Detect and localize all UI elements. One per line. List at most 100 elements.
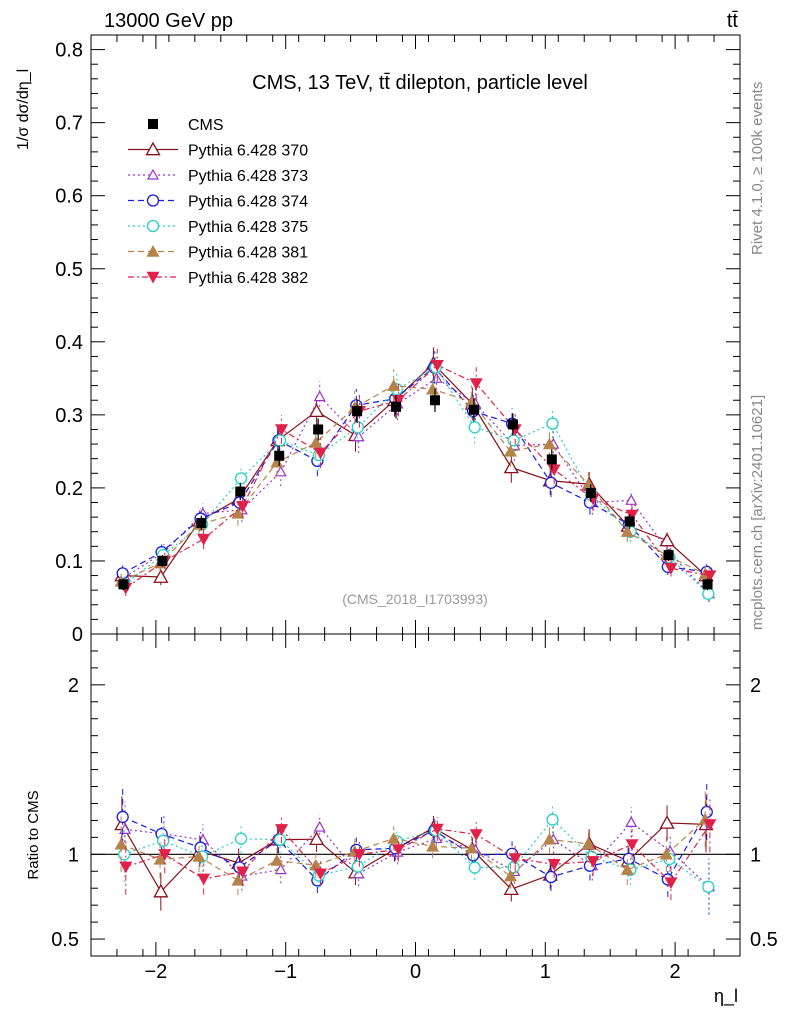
watermark: (CMS_2018_I1703993) <box>342 591 488 607</box>
series-marker <box>234 832 248 845</box>
series-marker <box>197 873 211 886</box>
series-marker <box>703 570 717 583</box>
series-marker <box>114 837 128 850</box>
series-line <box>125 364 710 589</box>
series-marker <box>703 819 717 831</box>
series-marker <box>146 219 160 233</box>
series-marker <box>547 859 561 871</box>
ratio-tick-label: 0.5 <box>51 929 79 951</box>
y-tick-label: 0.8 <box>55 40 83 62</box>
series-marker <box>145 141 161 156</box>
legend-label: Pythia 6.428 381 <box>188 245 308 262</box>
series-marker <box>468 421 481 434</box>
series-marker <box>116 810 129 824</box>
process-label: tt̄ <box>727 10 739 32</box>
series-marker <box>197 533 211 546</box>
series-marker <box>116 567 129 580</box>
data-marker <box>585 488 596 499</box>
legend-label-cms: CMS <box>188 117 224 134</box>
series-4 <box>118 351 715 603</box>
series-marker <box>620 525 634 537</box>
ratio-axes: 0.5 0.5 1 1 2 2 <box>51 650 778 951</box>
legend-entry-2 <box>128 168 178 180</box>
x-tick-label: −2 <box>144 961 167 983</box>
ratio-series-line <box>124 821 710 888</box>
y-tick-label: 0.3 <box>55 405 83 427</box>
series-marker <box>146 194 160 207</box>
series-marker <box>153 569 169 583</box>
data-marker <box>507 419 518 430</box>
x-axis: −2 −1 0 1 2 <box>90 35 741 983</box>
y-tick-label: 0.2 <box>55 478 83 500</box>
series-marker <box>542 437 556 450</box>
ratio-series-line <box>121 822 707 893</box>
series-5 <box>114 369 712 590</box>
series-marker <box>625 816 638 828</box>
legend-entry-6 <box>128 271 178 284</box>
legend-entry-4 <box>128 219 178 233</box>
energy-label: 13000 GeV pp <box>104 10 233 32</box>
series-marker <box>387 832 401 844</box>
data-marker <box>157 555 168 566</box>
series-marker <box>119 861 133 874</box>
series-marker <box>146 168 160 180</box>
series-marker <box>313 390 326 402</box>
data-marker <box>624 516 635 527</box>
series-6 <box>119 348 717 597</box>
series-marker <box>352 430 365 442</box>
series-marker <box>547 464 561 477</box>
series-2 <box>118 361 716 603</box>
series-marker <box>664 563 678 575</box>
series-marker <box>544 870 558 884</box>
series-line <box>124 377 710 595</box>
series-marker <box>542 832 556 845</box>
series-marker <box>430 359 444 372</box>
data-marker <box>235 486 246 497</box>
ratio-tick-label: 1 <box>68 844 79 866</box>
data-marker <box>663 550 674 561</box>
series-marker <box>469 378 483 390</box>
series-marker <box>313 447 327 460</box>
series-marker <box>275 824 289 836</box>
series-marker <box>270 455 284 468</box>
series-marker <box>309 858 323 871</box>
series-marker <box>430 823 444 836</box>
series-marker <box>236 866 250 879</box>
series-marker <box>153 852 167 865</box>
series-marker <box>468 861 481 874</box>
ratio-series-line <box>120 818 706 882</box>
ratio-series-line <box>122 811 708 882</box>
cms-data <box>118 388 713 591</box>
legend: CMS Pythia 6.428 370 Pythia 6.428 373 Pythi… <box>128 117 308 287</box>
series-marker <box>625 509 639 522</box>
ratio-plot-frame <box>90 633 741 957</box>
y-tick-label: 0 <box>72 624 83 646</box>
x-axis-label: η_l <box>714 986 738 1007</box>
series-marker <box>273 434 287 447</box>
series-marker <box>308 403 325 418</box>
legend-label: Pythia 6.428 382 <box>188 270 308 287</box>
series-marker <box>351 421 365 434</box>
series-marker <box>702 587 715 600</box>
main-axes: 0 0.1 0.2 0.3 0.4 0.5 0.6 0.7 0.8 <box>55 40 740 646</box>
ratio-series-5 <box>114 791 712 895</box>
data-marker <box>468 404 479 415</box>
y-tick-label: 0.4 <box>55 332 83 354</box>
series-marker <box>352 849 366 861</box>
series-marker <box>659 532 675 547</box>
legend-label: Pythia 6.428 374 <box>188 194 308 211</box>
series-marker <box>426 382 440 395</box>
series-marker <box>504 869 518 882</box>
series-marker <box>546 813 559 826</box>
series-marker <box>118 848 131 861</box>
y-axis-label: 1/σ dσ/dη_l <box>15 69 32 150</box>
y-tick-label: 0.7 <box>55 113 83 135</box>
series-marker <box>469 829 483 841</box>
series-marker <box>231 873 245 886</box>
series-marker <box>622 852 636 865</box>
series-marker <box>273 833 287 846</box>
ratio-series <box>114 784 717 915</box>
series-marker <box>625 494 638 505</box>
series-marker <box>146 245 160 257</box>
